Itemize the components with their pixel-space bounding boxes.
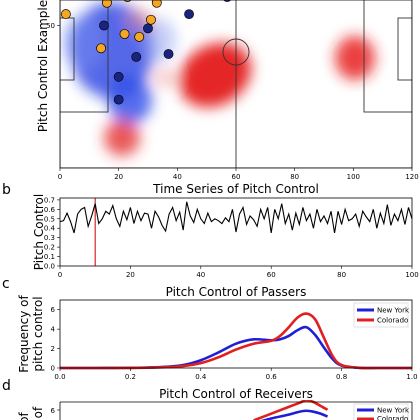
pitch-control-series <box>59 201 413 234</box>
panel-d-letter: d <box>2 378 11 394</box>
panel-b-ylabel: Pitch Control <box>32 194 46 270</box>
team-a-player <box>131 51 142 62</box>
legend-label-colorado: Colorado <box>377 317 408 325</box>
team-b-player <box>134 31 145 42</box>
panel-d-ylabel-line2: y of <box>31 406 45 420</box>
panel-a: 02040608010012050607080 Pitch Control Ex… <box>36 0 419 181</box>
panel-b-ytick-label: 0.0 <box>44 263 55 271</box>
panel-b-xtick-label: 0 <box>58 271 62 279</box>
panel-a-xtick-label: 40 <box>173 173 182 181</box>
panel-b-ytick-label: 0.1 <box>44 253 55 261</box>
team-b-player <box>96 43 107 54</box>
panel-b-ytick-label: 0.5 <box>44 215 55 223</box>
team-b-player <box>101 0 112 8</box>
panel-c-ytick-label: 2 <box>51 345 55 353</box>
team-b-player <box>145 14 156 25</box>
team-a-player <box>163 49 174 59</box>
team-a-player <box>143 23 153 34</box>
panel-b-ytick-label: 0.6 <box>44 206 56 214</box>
panel-c-xtick-label: 0.2 <box>125 373 136 381</box>
panel-c-xtick-label: 0.0 <box>54 373 65 381</box>
panel-c: c Pitch Control of Passers 0.0 0.2 0.4 0.6 0… <box>2 276 418 381</box>
panel-c-xtick-label: 0.6 <box>266 373 278 381</box>
panel-b: b Time Series of Pitch Control 0 20 40 60 80… <box>2 182 419 279</box>
panel-a-ylabel: Pitch Control Example <box>36 0 50 132</box>
panel-a-ytick-label: 60 <box>46 0 55 2</box>
panel-c-legend: New York Colorado <box>353 302 410 328</box>
panel-b-title: Time Series of Pitch Control <box>152 182 319 196</box>
panel-a-xtick-label: 20 <box>114 173 123 181</box>
panel-d: d Pitch Control of Receivers 6 of y of N… <box>2 378 413 420</box>
pitch-heatmap <box>60 0 412 168</box>
panel-b-ytick-label: 0.4 <box>44 225 56 233</box>
panel-c-title: Pitch Control of Passers <box>166 285 307 299</box>
panel-a-ticks: 02040608010012050607080 <box>46 0 419 181</box>
panel-c-ylabel-line1: Frequency of <box>17 295 31 373</box>
receivers-density-plot <box>253 400 329 420</box>
panel-d-title: Pitch Control of Receivers <box>159 387 313 401</box>
panel-c-frame <box>59 299 413 369</box>
timeseries-plot <box>59 198 413 266</box>
panel-b-xtick-label: 40 <box>196 271 205 279</box>
density-curve-new-york <box>60 325 412 370</box>
panel-d-ylabel-line1: of <box>17 411 31 420</box>
panel-b-ticks: 0 20 40 60 80 100 0.0 0.10.2 0.30.4 0.50.6 0.7 <box>44 196 419 279</box>
team-b-player <box>119 29 130 39</box>
panel-a-xtick-label: 80 <box>290 173 299 181</box>
panel-b-ytick-label: 0.7 <box>44 196 55 204</box>
density-curve-new-york <box>260 409 329 420</box>
panel-c-ytick-label: 0 <box>51 365 55 373</box>
panel-c-xtick-label: 0.8 <box>336 373 347 381</box>
panel-c-ytick-label: 4 <box>51 326 56 334</box>
panel-b-xtick-label: 60 <box>267 271 276 279</box>
panel-b-ytick-label: 0.2 <box>44 244 55 252</box>
control-surface <box>64 2 375 156</box>
panel-b-letter: b <box>2 182 11 198</box>
panel-c-ticks: 0.0 0.2 0.4 0.6 0.8 1.0 0 2 4 6 <box>51 306 418 381</box>
density-curve-colorado <box>253 400 329 420</box>
panel-a-xtick-label: 120 <box>405 173 418 181</box>
panel-d-ytick: 6 <box>51 407 56 415</box>
team-b-player <box>151 0 162 8</box>
panel-b-xtick-label: 80 <box>337 271 346 279</box>
panel-b-ytick-label: 0.3 <box>44 234 55 242</box>
legend-label-colorado: Colorado <box>377 415 408 420</box>
team-b-player <box>60 9 71 20</box>
legend-label-new-york: New York <box>377 307 410 315</box>
team-a-player <box>113 71 124 82</box>
panel-c-letter: c <box>2 276 10 292</box>
panel-b-xtick-label: 100 <box>405 271 418 279</box>
panel-a-xtick-label: 60 <box>232 173 241 181</box>
panel-b-xtick-label: 20 <box>126 271 135 279</box>
legend-label-new-york: New York <box>377 407 410 415</box>
panel-c-ytick-label: 6 <box>51 306 56 314</box>
panel-b-frame <box>59 197 413 267</box>
panel-d-legend: New York Colorado <box>353 403 410 420</box>
team-b-players <box>60 0 162 54</box>
team-a-players <box>99 0 232 105</box>
panel-c-xtick-label: 0.4 <box>195 373 207 381</box>
team-a-player <box>99 20 109 31</box>
panel-c-ylabel-line2: pitch control <box>31 296 45 371</box>
panel-a-xtick-label: 0 <box>58 173 62 181</box>
team-a-player <box>113 94 124 105</box>
panel-c-xtick-label: 1.0 <box>406 373 417 381</box>
team-a-player <box>184 9 194 19</box>
panel-a-xtick-label: 100 <box>347 173 360 181</box>
panel-a-ytick-label: 50 <box>46 22 55 30</box>
